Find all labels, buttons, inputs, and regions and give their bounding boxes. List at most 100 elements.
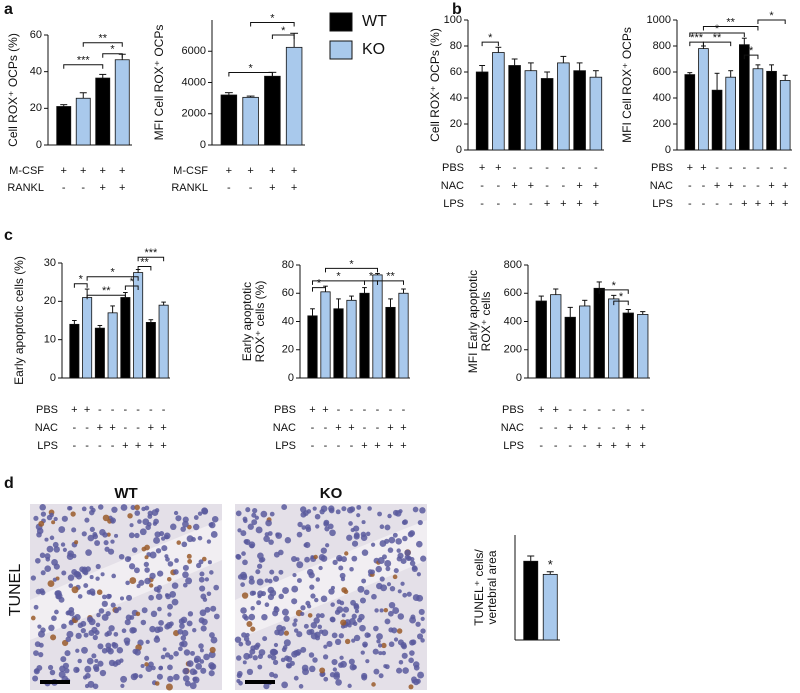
cell bbox=[138, 579, 145, 586]
cell bbox=[156, 673, 163, 680]
significance-label: * bbox=[336, 271, 341, 283]
condition-label: LPS bbox=[652, 198, 673, 210]
condition-label: M-CSF bbox=[9, 165, 44, 177]
cell bbox=[267, 531, 273, 536]
cell bbox=[68, 610, 75, 617]
y-tick-label: 400 bbox=[504, 315, 522, 327]
cell bbox=[338, 633, 344, 639]
cell bbox=[331, 658, 338, 666]
cell bbox=[199, 648, 204, 653]
cell bbox=[84, 665, 92, 673]
cell bbox=[413, 664, 420, 671]
cell bbox=[173, 650, 179, 657]
cell bbox=[89, 575, 94, 580]
cell bbox=[154, 681, 160, 686]
cell bbox=[323, 521, 329, 527]
cell bbox=[330, 585, 335, 590]
cell bbox=[182, 675, 190, 682]
cell bbox=[154, 635, 159, 640]
error-bar bbox=[544, 71, 551, 79]
cell bbox=[75, 632, 82, 640]
cell bbox=[408, 530, 416, 537]
condition-mark: - bbox=[162, 404, 166, 416]
cell bbox=[269, 511, 275, 517]
condition-mark: - bbox=[85, 422, 89, 434]
cell bbox=[248, 578, 255, 585]
bar bbox=[637, 314, 649, 379]
cell bbox=[33, 604, 39, 610]
image-label: KO bbox=[320, 485, 343, 502]
cell bbox=[249, 590, 255, 596]
condition-mark: + bbox=[553, 404, 559, 416]
cell bbox=[291, 556, 298, 563]
cell bbox=[165, 593, 171, 600]
cell bbox=[200, 667, 207, 674]
cell bbox=[257, 563, 263, 569]
micrograph bbox=[30, 504, 222, 691]
condition-mark: - bbox=[626, 404, 630, 416]
cell bbox=[152, 521, 158, 526]
cell bbox=[103, 540, 109, 546]
cell bbox=[144, 662, 149, 667]
cell bbox=[319, 613, 325, 619]
cell bbox=[37, 630, 45, 638]
cell bbox=[71, 527, 77, 533]
cell bbox=[384, 560, 392, 567]
cell bbox=[120, 504, 128, 511]
cell bbox=[99, 669, 107, 677]
cell bbox=[75, 573, 82, 580]
cell bbox=[94, 540, 101, 546]
cell bbox=[395, 538, 402, 545]
condition-mark: + bbox=[593, 198, 599, 210]
cell bbox=[91, 653, 97, 659]
cell bbox=[418, 608, 425, 616]
cell bbox=[88, 618, 96, 626]
condition-mark: + bbox=[640, 422, 646, 434]
y-tick-label: 20 bbox=[450, 118, 462, 130]
cell bbox=[182, 667, 189, 675]
cell bbox=[209, 570, 214, 575]
y-tick-label: 400 bbox=[653, 92, 671, 104]
error-bar bbox=[611, 294, 617, 299]
significance-label: * bbox=[369, 271, 374, 283]
condition-mark: + bbox=[700, 162, 706, 174]
condition-mark: - bbox=[311, 422, 315, 434]
image-label: WT bbox=[114, 485, 137, 502]
condition-label: NAC bbox=[650, 180, 673, 192]
cell bbox=[45, 557, 51, 562]
cell bbox=[342, 606, 350, 613]
y-axis-label: Cell ROX⁺ OCPs (%) bbox=[6, 33, 20, 147]
cell bbox=[182, 520, 189, 528]
cell bbox=[350, 527, 355, 533]
cell bbox=[140, 619, 147, 626]
cell bbox=[380, 584, 388, 592]
cell bbox=[272, 575, 280, 582]
condition-label: LPS bbox=[275, 440, 296, 452]
cell bbox=[182, 571, 189, 579]
cell bbox=[305, 600, 311, 606]
cell bbox=[278, 569, 284, 575]
cell bbox=[315, 613, 321, 619]
cell bbox=[77, 594, 83, 599]
condition-mark: - bbox=[111, 440, 115, 452]
cell bbox=[206, 591, 212, 597]
cell bbox=[334, 638, 342, 646]
cell bbox=[300, 605, 306, 611]
condition-mark: - bbox=[324, 440, 328, 452]
cell bbox=[338, 565, 344, 571]
cell bbox=[397, 639, 404, 646]
cell bbox=[83, 632, 89, 638]
cell bbox=[201, 508, 209, 515]
cell bbox=[353, 634, 361, 642]
cell bbox=[402, 592, 408, 598]
y-tick-label: 40 bbox=[30, 66, 42, 78]
significance-bracket bbox=[312, 287, 326, 292]
error-bar bbox=[538, 295, 544, 302]
cell bbox=[138, 674, 143, 679]
cell bbox=[377, 557, 385, 564]
y-axis-label: ROX⁺ cells bbox=[479, 292, 493, 352]
cell bbox=[383, 607, 389, 613]
condition-mark: - bbox=[227, 182, 231, 194]
cell bbox=[92, 634, 98, 641]
